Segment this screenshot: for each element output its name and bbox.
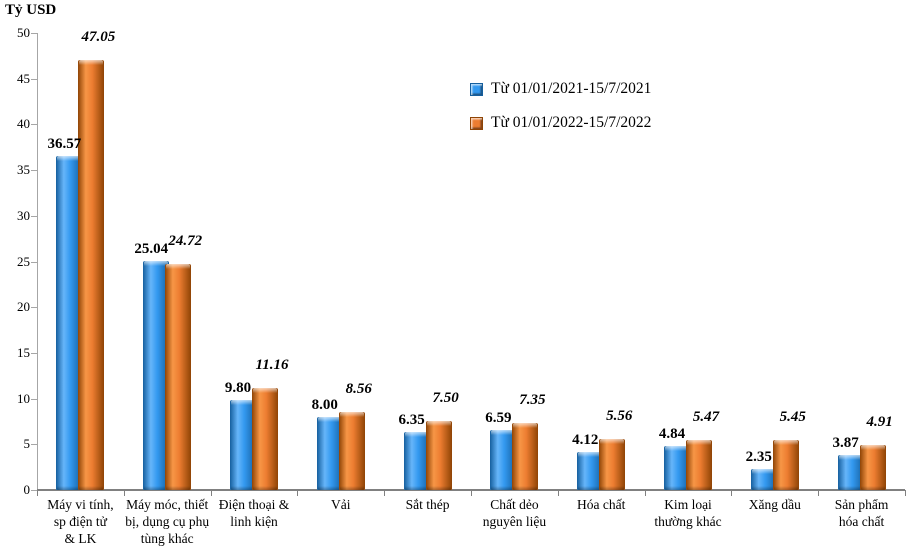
x-axis-tick xyxy=(818,490,819,496)
bar-value-label: 5.47 xyxy=(692,409,720,425)
x-axis-tick xyxy=(731,490,732,496)
bar-series1 xyxy=(425,421,452,490)
x-axis-tick xyxy=(384,490,385,496)
bar-series1 xyxy=(78,59,105,491)
bar-value-label: 11.16 xyxy=(255,356,289,373)
bar-series0 xyxy=(316,416,343,491)
y-axis-tick xyxy=(31,307,37,308)
bar-value-label: 4.12 xyxy=(572,432,599,449)
x-axis-category-label: Vải xyxy=(331,497,351,512)
x-axis-category-label: Sản phẩm hóa chất xyxy=(834,497,889,529)
x-axis-tick xyxy=(211,490,212,496)
bar-series0 xyxy=(403,431,430,491)
legend-marker-icon xyxy=(470,116,483,130)
bar-series1 xyxy=(338,411,365,491)
bar-value-label: 2.35 xyxy=(745,448,772,465)
y-axis-tick-label: 5 xyxy=(23,436,31,452)
x-axis-category-label: Kim loại thường khác xyxy=(654,497,722,529)
legend-label: Từ 01/01/2021-15/7/2021 xyxy=(491,80,652,97)
y-axis-tick xyxy=(31,79,37,80)
y-axis-tick-label: 45 xyxy=(17,70,30,86)
x-axis-tick xyxy=(558,490,559,496)
legend-marker-icon xyxy=(470,82,483,96)
bar-series1 xyxy=(252,387,278,490)
bar-value-label: 5.45 xyxy=(779,409,806,426)
bar-value-label: 4.84 xyxy=(658,425,686,442)
y-axis-tick-label: 30 xyxy=(17,207,30,223)
legend-item: Từ 01/01/2021-15/7/2021 xyxy=(470,78,651,100)
y-axis-tick-label: 40 xyxy=(17,116,30,132)
bar-series0 xyxy=(837,454,864,491)
bar-value-label: 7.50 xyxy=(432,390,459,407)
y-axis-tick xyxy=(31,33,37,34)
bar-value-label: 9.80 xyxy=(224,380,252,397)
legend-label: Từ 01/01/2022-15/7/2022 xyxy=(491,114,652,131)
bar-series1 xyxy=(165,264,192,490)
bar-series0 xyxy=(56,155,83,491)
bar-value-label: 5.56 xyxy=(606,408,633,425)
x-axis-tick xyxy=(905,490,906,496)
x-axis-tick xyxy=(471,490,472,496)
x-axis-category-label: Điện thoại & linh kiện xyxy=(218,497,290,529)
x-axis-category-label: Hóa chất xyxy=(577,497,626,512)
bar-value-label: 24.72 xyxy=(168,233,203,250)
bar-series0 xyxy=(577,452,604,490)
y-axis-tick-label: 10 xyxy=(17,390,30,406)
bar-series1 xyxy=(772,440,799,490)
bar-value-label: 47.05 xyxy=(81,28,116,45)
legend-item: Từ 01/01/2022-15/7/2022 xyxy=(470,112,651,134)
bar-value-label: 8.00 xyxy=(311,396,338,413)
y-axis-tick-label: 25 xyxy=(17,253,30,269)
x-axis-category-label: Máy vi tính, sp điện tử & LK xyxy=(47,497,114,546)
x-axis-tick xyxy=(124,490,125,496)
y-axis-tick-label: 20 xyxy=(17,299,30,315)
y-axis-tick xyxy=(31,170,37,171)
bar-series1 xyxy=(686,440,712,490)
y-axis-title: Tỷ USD xyxy=(5,2,57,18)
bar-value-label: 7.35 xyxy=(519,391,546,408)
y-axis-tick xyxy=(31,353,37,354)
x-axis-tick xyxy=(645,490,646,496)
y-axis-tick xyxy=(31,444,37,445)
y-axis-tick xyxy=(31,490,37,491)
bar-value-label: 8.56 xyxy=(345,380,372,397)
x-axis-category-label: Xăng dầu xyxy=(748,497,801,512)
y-axis-tick xyxy=(31,124,37,125)
bar-series0 xyxy=(490,429,517,491)
bar-series0 xyxy=(143,261,170,490)
bar-value-label: 25.04 xyxy=(134,241,169,258)
y-axis-tick xyxy=(31,262,37,263)
bar-series1 xyxy=(599,439,626,490)
y-axis-tick-label: 50 xyxy=(17,25,30,40)
y-axis-tick-label: 35 xyxy=(17,162,30,178)
x-axis-category-label: Chất dẻo nguyên liệu xyxy=(482,497,547,529)
bar-value-label: 36.57 xyxy=(47,135,82,152)
bar-value-label: 6.35 xyxy=(398,411,425,428)
legend: Từ 01/01/2021-15/7/2021 Từ 01/01/2022-15/… xyxy=(470,78,651,146)
x-axis-category-label: Máy móc, thiết bị, dụng cụ phụ tùng khác xyxy=(125,497,210,546)
y-axis-line xyxy=(37,33,38,490)
y-axis-tick xyxy=(31,399,37,400)
y-axis-tick xyxy=(31,216,37,217)
bar-value-label: 6.59 xyxy=(485,409,512,426)
bar-series0 xyxy=(750,468,777,491)
bar-value-label: 3.87 xyxy=(832,434,859,451)
bar-series0 xyxy=(230,400,256,490)
bar-series1 xyxy=(512,422,539,491)
bar-value-label: 4.91 xyxy=(866,414,893,431)
x-axis-category-label: Sắt thép xyxy=(405,497,450,512)
y-axis-tick-label: 0 xyxy=(23,482,31,497)
x-axis-tick xyxy=(297,490,298,496)
y-axis-tick-label: 15 xyxy=(17,344,30,360)
bar-series1 xyxy=(859,445,886,490)
x-axis-tick xyxy=(37,490,38,496)
bar-series0 xyxy=(664,445,690,491)
